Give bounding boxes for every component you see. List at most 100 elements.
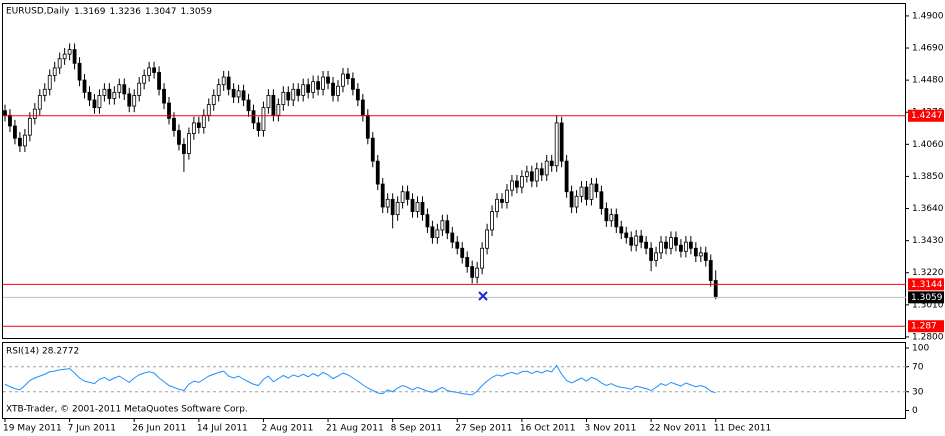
- candle-body: [579, 186, 584, 197]
- x-tick-label: 27 Sep 2011: [455, 424, 512, 434]
- marks: 1.49001.46901.44801.42701.40601.38501.36…: [3, 11, 944, 434]
- candle-body: [445, 220, 450, 234]
- candle-body: [703, 252, 708, 261]
- candle-body: [276, 104, 281, 116]
- y-tick-label: 1.3010: [912, 300, 944, 310]
- candle-body: [485, 229, 489, 249]
- y-tick-label: 30: [912, 387, 924, 397]
- watermark: XTB-Trader, © 2001-2011 MetaQuotes Softw…: [6, 405, 248, 415]
- candle-body: [350, 78, 355, 90]
- candle-body: [321, 76, 325, 90]
- candle-body: [524, 171, 529, 177]
- candle-body: [515, 180, 519, 188]
- y-tick-label: 1.4480: [912, 76, 944, 86]
- level-label-box: [908, 278, 944, 291]
- candle-body: [211, 95, 216, 105]
- candle-body: [286, 91, 291, 101]
- candle-body: [122, 84, 127, 95]
- candle-body: [172, 117, 176, 131]
- last-price-label: 1.3059: [911, 293, 943, 303]
- y-tick-label: 70: [912, 362, 924, 372]
- candle-body: [683, 241, 688, 252]
- y-tick-label: 1.3850: [912, 172, 944, 182]
- candle-body: [435, 229, 440, 238]
- rsi-line: [4, 364, 716, 396]
- level-label: 1.3144: [911, 280, 943, 290]
- candle-body: [32, 108, 37, 119]
- level-label-box: [908, 109, 944, 122]
- candle-body: [92, 99, 97, 109]
- candle-body: [97, 95, 102, 109]
- y-tick-label: 1.4060: [912, 140, 944, 150]
- candle-body: [708, 260, 713, 281]
- candle-body: [137, 82, 142, 96]
- candle-body: [614, 214, 619, 228]
- y-tick-label: 1.3430: [912, 236, 944, 246]
- last-price-box: [908, 291, 944, 304]
- candle-body: [186, 133, 191, 154]
- candle-body: [594, 183, 599, 193]
- candle-body: [231, 88, 236, 98]
- candle-body: [77, 62, 82, 81]
- x-tick-label: 19 May 2011: [3, 424, 62, 434]
- candle-body: [251, 110, 256, 124]
- candle-body: [236, 90, 241, 98]
- x-tick-label: 21 Aug 2011: [326, 424, 384, 434]
- candle-body: [316, 81, 321, 90]
- x-tick-label: 26 Jun 2011: [132, 424, 186, 434]
- candle-body: [82, 79, 87, 93]
- candle-body: [102, 88, 107, 96]
- candle-body: [18, 137, 22, 147]
- candle-body: [52, 67, 57, 76]
- y-tick-label: 100: [912, 344, 929, 354]
- candle-body: [584, 186, 589, 200]
- candle-body: [693, 247, 698, 257]
- candle-body: [375, 160, 380, 185]
- candle-body: [644, 241, 649, 249]
- candle-body: [475, 267, 480, 278]
- candle-body: [510, 180, 514, 191]
- candle-body: [713, 280, 718, 298]
- candle-body: [405, 191, 410, 200]
- ohlc-header: 1.3169 1.3236 1.3047 1.3059: [74, 7, 212, 17]
- candle-body: [142, 75, 147, 84]
- candle-body: [599, 191, 604, 209]
- rsi-title: RSI(14): [6, 347, 39, 357]
- candle-body: [266, 95, 271, 109]
- candle-body: [619, 226, 624, 234]
- chart-title: EURUSD,Daily: [6, 7, 70, 17]
- ohlc-header-value: 1.3047: [145, 7, 177, 17]
- candle-body: [629, 237, 634, 246]
- candle-body: [281, 91, 286, 105]
- candle-body: [395, 202, 400, 216]
- candle-body: [62, 53, 67, 60]
- object-cross: [478, 291, 488, 301]
- candle-body: [147, 67, 152, 76]
- candle-body: [72, 49, 77, 64]
- candle-body: [241, 90, 246, 101]
- y-tick-label: 0: [912, 406, 918, 416]
- candle-body: [440, 220, 445, 231]
- candle-body: [370, 137, 375, 162]
- candle-body: [13, 125, 17, 139]
- candle-body: [430, 226, 435, 238]
- candle-body: [167, 102, 171, 119]
- candle-body: [659, 241, 663, 254]
- candle-body: [246, 99, 251, 112]
- candle-body: [554, 122, 559, 167]
- candle-body: [564, 160, 569, 193]
- level-label: 1.4247: [911, 111, 943, 121]
- candle-body: [365, 114, 370, 139]
- candle-body: [425, 214, 430, 228]
- candle-body: [539, 168, 544, 176]
- candle-body: [22, 134, 27, 147]
- y-tick-label: 1.4690: [912, 44, 944, 54]
- candle-body: [8, 114, 12, 127]
- candle-body: [688, 241, 693, 249]
- candle-body: [674, 237, 678, 246]
- level-label: 1.287: [911, 322, 937, 332]
- candle-body: [639, 235, 644, 243]
- candle-body: [271, 95, 276, 116]
- candle-body: [519, 176, 524, 188]
- candle-body: [112, 91, 117, 99]
